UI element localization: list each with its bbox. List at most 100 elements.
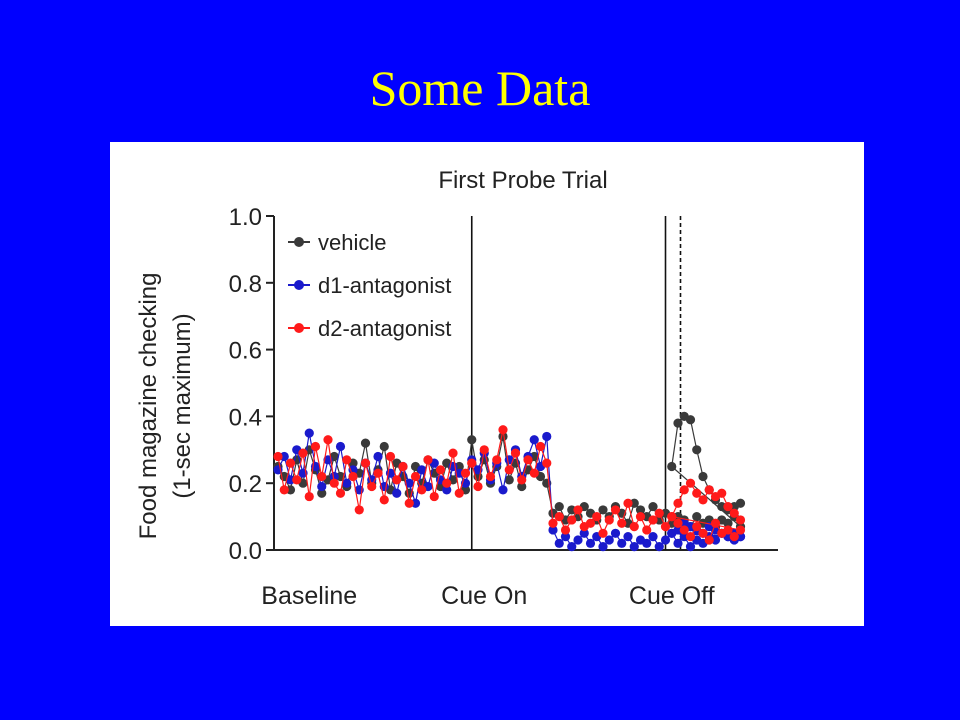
- legend-entry: vehicle: [288, 230, 386, 255]
- data-point: [660, 535, 671, 545]
- data-point: [679, 525, 689, 535]
- data-point: [573, 535, 583, 545]
- data-point: [723, 525, 733, 535]
- data-point: [529, 435, 539, 445]
- data-point: [692, 522, 702, 532]
- data-point: [710, 518, 721, 528]
- data-point: [729, 508, 739, 518]
- data-point: [667, 512, 677, 522]
- data-point: [360, 438, 371, 448]
- data-point: [310, 441, 321, 452]
- data-point: [673, 418, 683, 428]
- data-point: [698, 528, 708, 538]
- data-point: [685, 415, 696, 425]
- data-point: [448, 448, 458, 458]
- data-point: [442, 485, 452, 495]
- data-point: [317, 488, 327, 498]
- data-point: [704, 535, 714, 545]
- data-point: [435, 465, 446, 475]
- data-point: [648, 515, 658, 525]
- legend-marker: [294, 280, 304, 290]
- data-point: [454, 488, 464, 498]
- y-tick-label: 0.2: [229, 471, 262, 498]
- data-point: [735, 525, 746, 535]
- data-point: [504, 465, 514, 475]
- data-point: [392, 488, 402, 498]
- data-point: [567, 542, 577, 552]
- y-axis-label-line-2: (1-sec maximum): [169, 313, 196, 498]
- data-point: [554, 512, 564, 522]
- data-point: [342, 455, 352, 465]
- data-point: [610, 528, 621, 538]
- data-point: [373, 468, 383, 478]
- data-point: [298, 448, 308, 458]
- data-point: [717, 488, 727, 498]
- data-point: [560, 525, 571, 535]
- y-axis: 0.0 0.2 0.4 0.6 0.8 1.0: [229, 204, 275, 565]
- data-point: [523, 455, 533, 465]
- legend-marker: [294, 323, 304, 333]
- data-point: [542, 458, 552, 468]
- data-point: [460, 468, 471, 478]
- data-point: [510, 448, 521, 458]
- data-point: [673, 498, 683, 508]
- data-point: [548, 518, 558, 528]
- data-point: [467, 435, 477, 445]
- data-point: [492, 455, 502, 465]
- data-point: [354, 505, 364, 515]
- data-point: [429, 491, 439, 502]
- y-tick-label: 1.0: [229, 204, 262, 231]
- data-point: [629, 522, 639, 532]
- event-markers: [470, 216, 682, 550]
- data-point: [654, 542, 664, 552]
- data-point: [654, 508, 664, 518]
- data-point: [629, 542, 639, 552]
- data-point: [517, 475, 527, 485]
- data-point: [635, 512, 646, 522]
- y-tick-label: 0.4: [229, 404, 262, 431]
- data-point: [679, 485, 689, 495]
- data-point: [379, 441, 389, 452]
- data-point: [360, 458, 371, 468]
- data-point: [573, 505, 583, 515]
- data-point: [685, 542, 696, 552]
- data-point: [704, 485, 714, 495]
- data-point: [329, 478, 339, 488]
- x-tick-label: Cue On: [441, 582, 527, 610]
- data-point: [648, 501, 658, 512]
- data-point: [404, 478, 414, 488]
- data-point: [342, 478, 352, 488]
- data-point: [379, 495, 389, 505]
- data-point: [404, 498, 414, 508]
- data-point: [517, 481, 527, 492]
- data-point: [292, 475, 302, 485]
- data-point: [273, 451, 283, 462]
- data-point: [485, 471, 496, 482]
- data-point: [692, 512, 702, 522]
- data-point: [698, 495, 708, 505]
- data-point: [648, 532, 658, 542]
- data-point: [367, 481, 377, 492]
- data-point: [373, 451, 383, 462]
- data-point: [279, 485, 289, 495]
- data-point: [479, 445, 489, 455]
- data-point: [598, 528, 608, 538]
- data-point: [729, 532, 739, 542]
- data-point: [304, 428, 314, 438]
- data-point: [604, 515, 614, 525]
- data-point: [467, 458, 477, 468]
- y-tick-label: 0.6: [229, 338, 262, 365]
- data-point: [398, 461, 408, 472]
- data-point: [610, 505, 621, 515]
- y-tick-label: 0.0: [229, 538, 262, 565]
- data-point: [498, 485, 508, 495]
- data-point: [542, 431, 552, 442]
- data-point: [504, 475, 514, 485]
- legend-label: vehicle: [318, 230, 386, 255]
- data-point: [698, 471, 708, 482]
- data-point: [617, 538, 627, 548]
- data-point: [723, 501, 733, 512]
- data-point: [473, 481, 483, 492]
- data-point: [385, 451, 396, 462]
- data-point: [548, 525, 558, 535]
